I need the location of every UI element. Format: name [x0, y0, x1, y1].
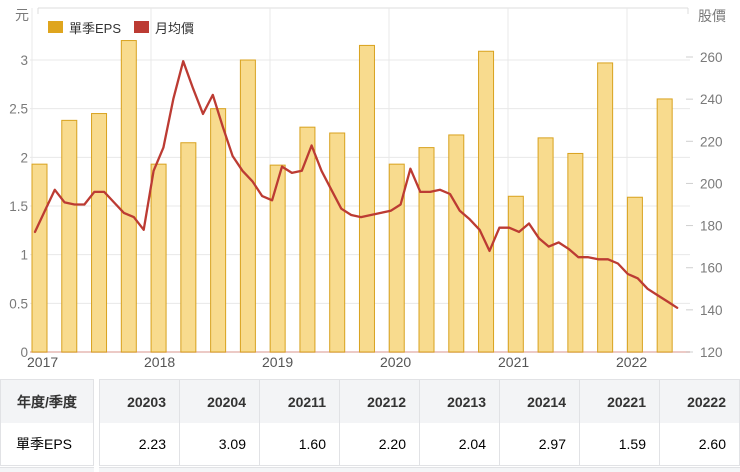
x-axis-year-label: 2019: [262, 354, 293, 370]
table-value-cell: 2.97: [499, 423, 580, 466]
table-value-cell: 3.09: [179, 423, 260, 466]
left-axis-tick-label: 3: [20, 53, 28, 68]
eps-quarter-table: 年度/季度 單季EPS 20203 2.23 20204 3.09 20211 1.60 2…: [0, 379, 740, 472]
table-corner-header: 年度/季度: [0, 379, 94, 424]
eps-bar: [150, 163, 167, 353]
table-value-cell: 2.04: [419, 423, 500, 466]
right-axis-tick-label: 200: [700, 176, 723, 191]
table-value-cell: 2.60: [659, 423, 740, 466]
table-header-cell: 20214: [499, 379, 580, 424]
eps-legend-swatch-icon: [48, 21, 63, 33]
eps-bar: [329, 132, 346, 353]
eps-bar: [210, 108, 227, 353]
table-value-cell: 2.20: [339, 423, 420, 466]
price-legend-label: 月均價: [155, 20, 195, 36]
eps-bar: [567, 152, 584, 353]
table-header-cell: 20222: [659, 379, 740, 424]
next-row-partial: [99, 467, 740, 472]
table-value-cell: 1.60: [259, 423, 340, 466]
left-axis-tick-label: 0.5: [9, 296, 28, 311]
x-axis-year-label: 2020: [380, 354, 411, 370]
eps-bar: [507, 195, 524, 353]
eps-bar: [31, 163, 48, 353]
x-axis-year-label: 2022: [616, 354, 647, 370]
table-header-cell: 20212: [339, 379, 420, 424]
right-axis-unit-label: 股價: [698, 8, 726, 24]
x-axis-year-label: 2021: [498, 354, 529, 370]
table-value-cell: 2.23: [99, 423, 180, 466]
right-axis-tick-label: 160: [700, 261, 723, 276]
plot-area: 0 0.5 1 1.5 2 2.5 3 120 140 160 180 200 220 240 260 201…: [9, 7, 723, 370]
table-header-cell: 20221: [579, 379, 660, 424]
x-axis-year-label: 2018: [144, 354, 175, 370]
left-axis-tick-label: 2.5: [9, 102, 28, 117]
left-axis-unit-label: 元: [15, 7, 29, 23]
right-axis-tick-label: 260: [700, 50, 723, 65]
eps-bar: [656, 98, 673, 353]
eps-bar: [597, 62, 614, 353]
table-header-cell: 20213: [419, 379, 500, 424]
chart-legend: 單季EPS 月均價: [48, 20, 207, 36]
monthly-price-line: [33, 60, 679, 309]
eps-bar: [358, 44, 375, 353]
x-axis-year-label: 2017: [27, 354, 58, 370]
table-header-cell: 20211: [259, 379, 340, 424]
left-axis-tick-label: 1.5: [9, 199, 28, 214]
left-axis-tick-label: 1: [20, 248, 28, 263]
right-axis-tick-label: 240: [700, 92, 723, 107]
eps-bar: [91, 113, 108, 353]
eps-bar: [180, 142, 197, 353]
eps-bar: [388, 163, 405, 353]
table-header-cell: 20204: [179, 379, 260, 424]
table-header-cell: 20203: [99, 379, 180, 424]
eps-bar: [269, 164, 286, 353]
eps-bar: [448, 134, 465, 353]
eps-bar: [418, 147, 435, 353]
right-axis-tick-label: 180: [700, 219, 723, 234]
eps-bar: [478, 50, 495, 353]
right-axis-tick-label: 140: [700, 303, 723, 318]
eps-bar: [299, 126, 316, 353]
price-legend-swatch-icon: [134, 21, 150, 33]
eps-bar: [120, 40, 137, 353]
left-axis-tick-label: 0: [20, 345, 28, 360]
right-axis-tick-label: 120: [700, 345, 723, 360]
next-row-partial: [0, 467, 94, 472]
table-value-cell: 1.59: [579, 423, 660, 466]
eps-bar: [61, 119, 78, 353]
left-axis-tick-label: 2: [20, 150, 28, 165]
right-axis-tick-label: 220: [700, 134, 723, 149]
eps-legend-label: 單季EPS: [69, 20, 122, 36]
eps-price-chart: 元 股價 單季EPS 月均價 0 0.5 1 1.5 2 2.5 3 120 140 160 180…: [9, 7, 726, 370]
eps-bar: [239, 59, 256, 353]
table-row-label: 單季EPS: [0, 423, 94, 466]
